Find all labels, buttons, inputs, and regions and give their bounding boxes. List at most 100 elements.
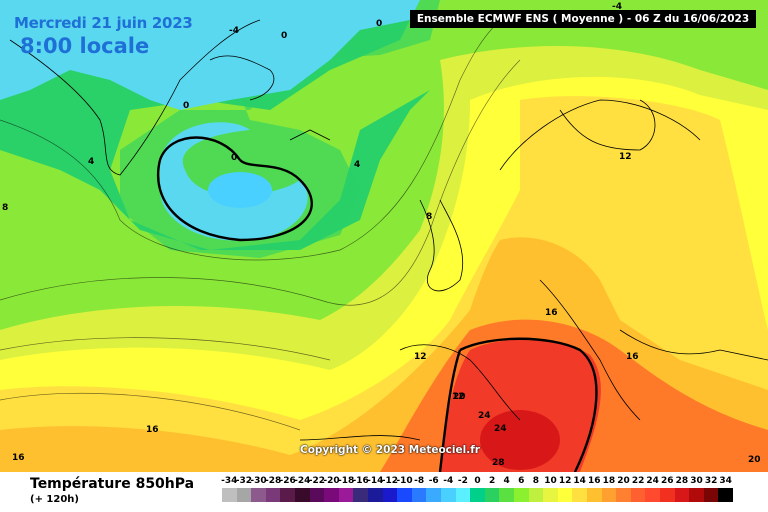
legend-value: -22 <box>308 476 326 486</box>
legend-swatch <box>645 488 661 502</box>
temp-band-0-north <box>0 0 420 110</box>
lead-time: (+ 120h) <box>30 494 79 505</box>
legend-value: -18 <box>337 476 355 486</box>
legend-swatch <box>324 488 340 502</box>
legend-value: 4 <box>503 476 510 486</box>
legend-swatch <box>368 488 383 502</box>
temp-band-minus2-core <box>208 172 272 208</box>
legend-swatch <box>528 488 544 502</box>
legend-swatch <box>718 488 734 502</box>
copyright-notice: Copyright © 2023 Meteociel.fr <box>300 444 480 456</box>
legend-value: 12 <box>558 476 572 486</box>
legend-value: -12 <box>381 476 399 486</box>
coastlines <box>9 19 768 441</box>
legend-swatch <box>587 488 602 502</box>
contour-label: 8 <box>426 212 432 222</box>
legend-value: 8 <box>532 476 540 486</box>
forecast-date: Mercredi 21 juin 2023 <box>14 14 193 32</box>
legend-swatch <box>265 488 281 502</box>
contour-label: 0 <box>281 31 287 41</box>
contour-label: 0 <box>231 153 237 163</box>
contour-label: 20 <box>453 392 466 402</box>
legend-swatch <box>660 488 675 502</box>
contour-label: 20 <box>748 455 761 465</box>
legend-value: -24 <box>294 476 311 486</box>
contour-label: -4 <box>612 2 622 12</box>
contour-label: 12 <box>414 352 427 362</box>
legend-value: 24 <box>646 476 659 486</box>
legend-value: 30 <box>690 476 703 486</box>
legend-value: 6 <box>518 476 525 486</box>
contour-label: 16 <box>146 425 159 435</box>
legend-swatch <box>338 488 354 502</box>
legend-value: 16 <box>588 476 601 486</box>
legend-value: 18 <box>602 476 616 486</box>
contour-lines <box>0 19 521 431</box>
legend-swatch <box>470 488 486 502</box>
contour-label: 16 <box>626 352 639 362</box>
legend-swatch <box>251 488 267 502</box>
legend-swatch <box>499 488 515 502</box>
legend-swatch <box>309 488 325 502</box>
contour-label: 24 <box>478 411 491 421</box>
contour-label: 4 <box>354 160 360 170</box>
legend-value: 32 <box>704 476 718 486</box>
legend-value: -20 <box>323 476 340 486</box>
contour-label: 16 <box>545 308 558 318</box>
legend-swatch <box>557 488 573 502</box>
legend-value: -10 <box>396 476 413 486</box>
legend-value: -8 <box>414 476 425 486</box>
temperature-map: -4 0 -4 0 0 0 4 4 8 8 12 12 16 16 12 20 … <box>0 0 768 472</box>
parameter-title: Température 850hPa <box>30 476 195 492</box>
legend-value: -26 <box>279 476 296 486</box>
legend-swatch <box>616 488 632 502</box>
legend-value: 34 <box>719 476 732 486</box>
legend-swatch <box>222 488 237 502</box>
legend-value: -4 <box>443 476 454 486</box>
legend-value: -14 <box>367 476 384 486</box>
legend-swatch <box>441 488 456 502</box>
legend-swatch <box>280 488 296 502</box>
legend-value: -32 <box>235 476 253 486</box>
isotherm-20 <box>438 337 598 472</box>
legend-value: -30 <box>250 476 267 486</box>
legend-swatch <box>572 488 588 502</box>
legend-value: 2 <box>488 476 496 486</box>
legend-value: -16 <box>352 476 369 486</box>
legend-value: 14 <box>573 476 586 486</box>
contour-label: 8 <box>2 203 8 213</box>
legend-swatch <box>703 488 719 502</box>
legend-value: 0 <box>474 476 481 486</box>
legend-swatch <box>295 488 310 502</box>
contour-label: 12 <box>619 152 632 162</box>
model-run-info: Ensemble ECMWF ENS ( Moyenne ) - 06 Z du… <box>410 10 756 28</box>
contour-label: 28 <box>492 458 505 468</box>
legend-value: 28 <box>675 476 689 486</box>
legend-swatch <box>689 488 705 502</box>
legend-value: 22 <box>631 476 645 486</box>
legend-swatch <box>601 488 617 502</box>
forecast-time: 8:00 locale <box>20 34 150 58</box>
legend-swatch <box>397 488 413 502</box>
legend-swatch <box>426 488 442 502</box>
contour-label: -4 <box>229 26 239 36</box>
contour-label: 0 <box>376 19 382 29</box>
contour-label: 12 <box>452 392 465 402</box>
contour-label: 24 <box>494 424 507 434</box>
legend-swatch <box>353 488 369 502</box>
temp-band-0-pool <box>160 122 308 241</box>
legend-swatch <box>630 488 646 502</box>
legend-swatch <box>543 488 559 502</box>
legend-value: -34 <box>221 476 238 486</box>
contour-label: 0 <box>183 101 189 111</box>
legend-value: -28 <box>264 476 282 486</box>
contour-label: 4 <box>88 157 94 167</box>
temp-band-28-core <box>480 410 560 470</box>
legend-value: -6 <box>428 476 439 486</box>
legend-value: 26 <box>661 476 674 486</box>
legend-swatch <box>674 488 690 502</box>
legend-swatch <box>382 488 398 502</box>
legend-value: 20 <box>617 476 630 486</box>
legend-swatch <box>411 488 427 502</box>
